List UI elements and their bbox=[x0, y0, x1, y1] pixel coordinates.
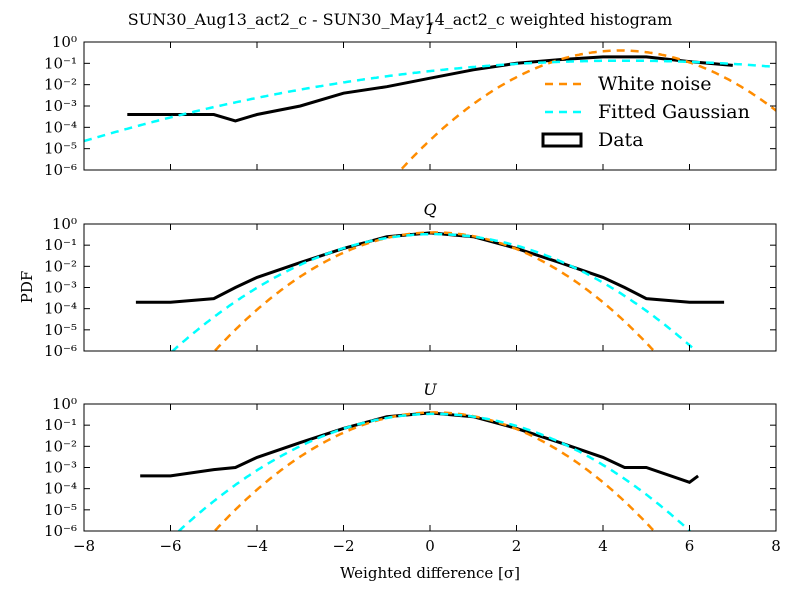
series-fitted-gaussian bbox=[177, 412, 692, 531]
y-tick-label: 10⁻³ bbox=[44, 97, 77, 115]
series-white-noise bbox=[213, 411, 656, 531]
y-tick-label: 10⁻⁴ bbox=[44, 480, 77, 498]
x-tick-label: −8 bbox=[73, 537, 95, 555]
plot-area bbox=[84, 49, 776, 170]
x-tick-label: −4 bbox=[246, 537, 268, 555]
plot-area bbox=[135, 231, 725, 351]
figure-title: SUN30_Aug13_act2_c - SUN30_May14_act2_c … bbox=[128, 10, 673, 29]
x-axis-label: Weighted difference [σ] bbox=[340, 564, 520, 582]
y-tick-label: 10⁻² bbox=[44, 76, 77, 94]
panel-title: I bbox=[426, 19, 434, 38]
panel-title: Q bbox=[423, 200, 436, 219]
y-tick-label: 10⁻⁴ bbox=[44, 118, 77, 136]
legend-label-data: Data bbox=[598, 129, 644, 151]
panel-q: 10⁰ 10⁻¹ 10⁻² 10⁻³ 10⁻⁴ 10⁻⁵ 10⁻⁶ Q bbox=[44, 200, 777, 360]
y-tick-label: 10⁻¹ bbox=[44, 54, 77, 72]
y-tick-label: 10⁻⁵ bbox=[44, 321, 77, 339]
legend-swatch-data bbox=[541, 132, 583, 148]
y-tick-label: 10⁻⁵ bbox=[44, 501, 77, 519]
y-tick-label: 10⁰ bbox=[52, 395, 77, 413]
legend: White noise Fitted Gaussian Data bbox=[541, 73, 750, 151]
y-tick-label: 10⁻³ bbox=[44, 459, 77, 477]
x-tick-label: 8 bbox=[771, 537, 781, 555]
x-tick-label: 4 bbox=[598, 537, 608, 555]
y-tick-label: 10⁻² bbox=[44, 257, 77, 275]
y-tick-label: 10⁻² bbox=[44, 437, 77, 455]
series-data bbox=[127, 55, 733, 123]
y-tick-label: 10⁻⁶ bbox=[44, 161, 77, 179]
y-tick-label: 10⁻³ bbox=[44, 279, 77, 297]
x-tick-label: 0 bbox=[425, 537, 435, 555]
y-tick-label: 10⁻⁵ bbox=[44, 140, 77, 158]
x-tick-label: 6 bbox=[685, 537, 695, 555]
legend-label-fitted-gaussian: Fitted Gaussian bbox=[598, 101, 750, 123]
panel-i: 10⁰ 10⁻¹ 10⁻² 10⁻³ 10⁻⁴ 10⁻⁵ 10⁻⁶ I White noise F… bbox=[44, 19, 777, 179]
y-tick-label: 10⁻⁶ bbox=[44, 342, 77, 360]
plot-area bbox=[140, 411, 699, 531]
y-tick-label: 10⁻¹ bbox=[44, 416, 77, 434]
y-tick-label: 10⁰ bbox=[52, 215, 77, 233]
series-fitted-gaussian bbox=[84, 59, 776, 143]
panel-title: U bbox=[423, 380, 437, 399]
y-tick-label: 10⁰ bbox=[52, 33, 77, 51]
y-tick-label: 10⁻⁴ bbox=[44, 300, 77, 318]
x-tick-label: 2 bbox=[512, 537, 522, 555]
subplot-panels: 10⁰ 10⁻¹ 10⁻² 10⁻³ 10⁻⁴ 10⁻⁵ 10⁻⁶ I White noise F… bbox=[44, 19, 781, 555]
series-fitted-gaussian bbox=[170, 232, 698, 351]
x-tick-label: −6 bbox=[159, 537, 181, 555]
legend-label-white-noise: White noise bbox=[598, 73, 712, 95]
y-axis-label: PDF bbox=[18, 271, 36, 304]
series-white-noise bbox=[213, 231, 656, 351]
y-tick-label: 10⁻¹ bbox=[44, 236, 77, 254]
series-white-noise bbox=[399, 49, 776, 170]
x-tick-label: −2 bbox=[332, 537, 354, 555]
panel-u: −8 −6 −4 −2 0 2 4 6 8 10⁰ 10⁻¹ 10⁻² 10⁻³ 10⁻⁴ 10⁻⁵ 10⁻⁶… bbox=[44, 380, 781, 555]
y-tick-label: 10⁻⁶ bbox=[44, 522, 77, 540]
